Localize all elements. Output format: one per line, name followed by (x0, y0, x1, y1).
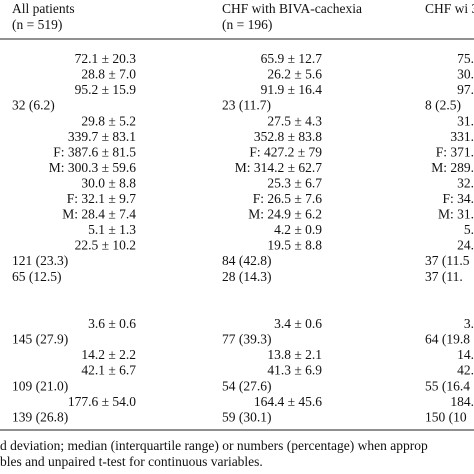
cell: 19.5 ± 8.8 (267, 238, 322, 253)
cell: 3.4 ± 0.6 (274, 316, 322, 331)
cell: 97. (457, 82, 474, 97)
cell: 95.2 ± 15.9 (75, 82, 137, 97)
header-cell: All patients (12, 1, 75, 16)
cell: F: 371. (436, 144, 474, 159)
footnote: bles and unpaired t-test for continuous … (0, 454, 263, 469)
cell: 8 (2.5) (425, 98, 461, 113)
cell: F: 427.2 ± 79 (249, 144, 322, 159)
cell: 121 (23.3) (12, 253, 68, 268)
cell: 24. (457, 238, 474, 253)
cell: 65 (12.5) (12, 269, 62, 284)
cell: M: 31. (438, 207, 474, 222)
cell: 13.8 ± 2.1 (267, 347, 322, 362)
header-cell: (n = 519) (12, 17, 62, 32)
cell: 54 (27.6) (222, 378, 272, 393)
cell: 5. (464, 222, 474, 237)
cell: 14. (457, 347, 474, 362)
cell: 177.6 ± 54.0 (68, 394, 136, 409)
cell: 84 (42.8) (222, 253, 272, 268)
header-cell: (n = 196) (222, 17, 272, 32)
cell: 28 (14.3) (222, 269, 272, 284)
footnote: d deviation; median (interquartile range… (0, 438, 428, 453)
cell: 25.3 ± 6.7 (267, 175, 322, 190)
cell: 41.3 ± 6.9 (267, 363, 322, 378)
cell: 64 (19.8 (425, 332, 470, 347)
cell: M: 24.9 ± 6.2 (248, 207, 322, 222)
cell: 32. (457, 175, 474, 190)
cell: 27.5 ± 4.3 (267, 113, 322, 128)
cell: 77 (39.3) (222, 332, 272, 347)
cell: 4.2 ± 0.9 (274, 222, 322, 237)
cell: 65.9 ± 12.7 (261, 51, 323, 66)
cell: F: 34. (442, 191, 474, 206)
cell: 139 (26.8) (12, 409, 68, 424)
cell: 5.1 ± 1.3 (88, 222, 136, 237)
cell: 91.9 ± 16.4 (261, 82, 323, 97)
cell: 14.2 ± 2.2 (81, 347, 136, 362)
cell: 3.6 ± 0.6 (88, 316, 136, 331)
cell: 28.8 ± 7.0 (81, 67, 136, 82)
cell: 37 (11. (425, 269, 463, 284)
cell: 3. (464, 316, 474, 331)
cell: 339.7 ± 83.1 (68, 129, 136, 144)
cell: 145 (27.9) (12, 332, 68, 347)
cell: M: 300.3 ± 59.6 (49, 160, 137, 175)
cell: 29.8 ± 5.2 (81, 113, 136, 128)
cell: 30. (457, 67, 474, 82)
cell: F: 26.5 ± 7.6 (253, 191, 323, 206)
cell: 55 (16.4 (425, 378, 470, 393)
cell: 164.4 ± 45.6 (254, 394, 322, 409)
cell: 26.2 ± 5.6 (267, 67, 322, 82)
cell: 42.1 ± 6.7 (81, 363, 136, 378)
header-cell: CHF with BIVA-cachexia (222, 1, 362, 16)
cell: 75. (457, 51, 474, 66)
cell: 150 (10 (425, 409, 467, 424)
cell: 184. (450, 394, 474, 409)
cell: F: 32.1 ± 9.7 (67, 191, 137, 206)
cell: 32 (6.2) (12, 98, 55, 113)
cell: M: 314.2 ± 62.7 (235, 160, 323, 175)
cell: 22.5 ± 10.2 (75, 238, 136, 253)
cell: M: 289. (431, 160, 474, 175)
cell: 72.1 ± 20.3 (75, 51, 137, 66)
cell: 331. (450, 129, 474, 144)
cell: 109 (21.0) (12, 378, 68, 393)
cell: 42. (457, 363, 474, 378)
cell: M: 28.4 ± 7.4 (62, 207, 136, 222)
cell: 59 (30.1) (222, 409, 272, 424)
cell: 31. (457, 113, 474, 128)
cell: 352.8 ± 83.8 (254, 129, 322, 144)
header-cell: CHF wi 32 (425, 1, 474, 16)
cell: 30.0 ± 8.8 (81, 175, 136, 190)
cell: 37 (11.5 (425, 253, 470, 268)
cell: 23 (11.7) (222, 98, 271, 113)
cell: F: 387.6 ± 81.5 (53, 144, 136, 159)
